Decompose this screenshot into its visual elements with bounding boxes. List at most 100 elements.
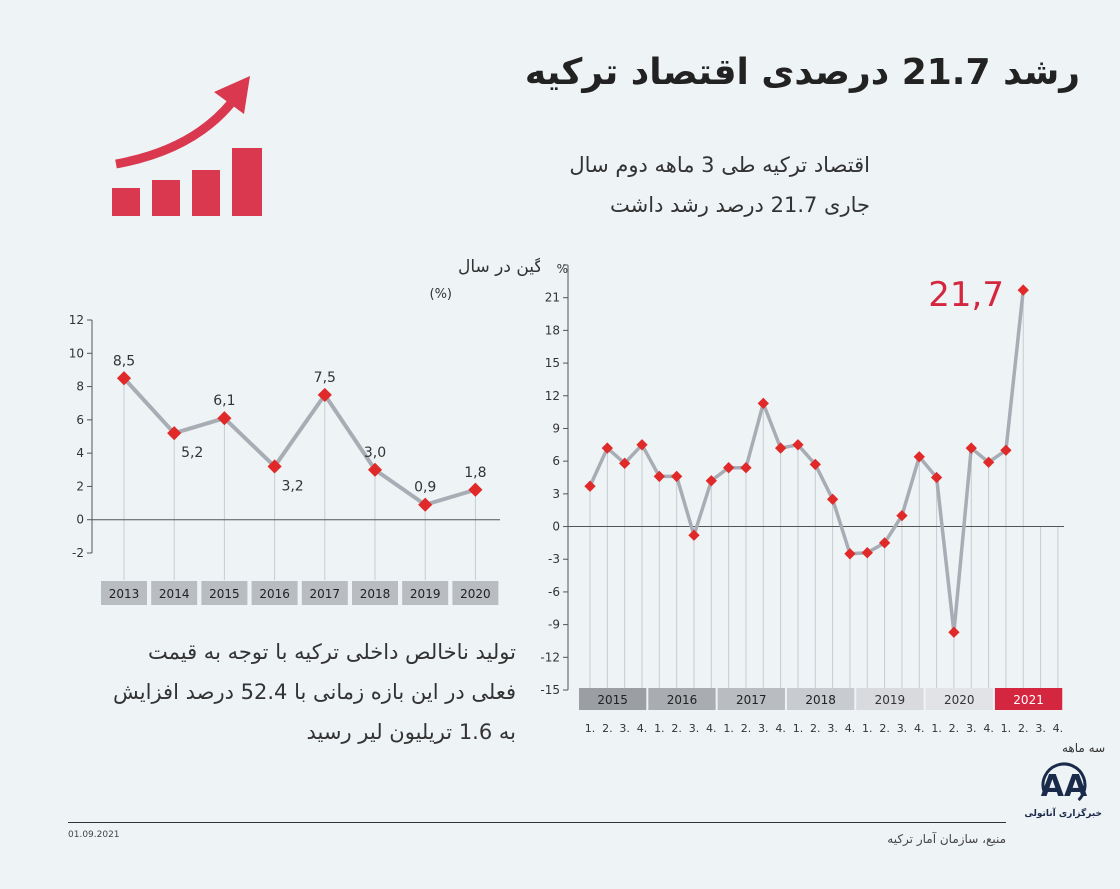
quarterly-data-point [619,457,631,469]
annual-y-tick-label: 6 [76,413,84,427]
quarter-tick-label: 1. [931,722,942,735]
annual-y-tick-label: 10 [69,346,84,360]
quarter-tick-label: 3. [827,722,838,735]
quarterly-year-box [717,688,785,710]
annual-data-point [267,459,282,474]
quarterly-year-label: 2015 [597,693,628,707]
quarterly-data-point [584,480,596,492]
annual-category-label: 2020 [460,587,491,601]
quarterly-y-tick-label: 21 [545,291,560,305]
quarterly-data-point [1017,284,1029,296]
quarterly-data-point [688,529,700,541]
annual-category-label: 2018 [360,587,391,601]
quarterly-year-label: 2019 [875,693,906,707]
quarter-tick-label: 2. [602,722,613,735]
quarter-tick-label: 2. [879,722,890,735]
quarter-tick-label: 4. [637,722,648,735]
annual-data-point [317,387,332,402]
quarter-tick-label: 3. [966,722,977,735]
quarterly-year-label: 2016 [667,693,698,707]
quarterly-data-point [670,470,683,483]
annual-data-label: 6,1 [213,393,235,409]
quarterly-series-line [588,289,1025,634]
annual-data-label: 1,8 [464,465,486,481]
quarterly-data-point [653,470,665,483]
quarterly-data-point [636,439,648,451]
quarter-tick-label: 1. [1001,722,1012,735]
annual-category-label: 2014 [159,587,190,601]
quarterly-data-point [948,626,960,638]
quarter-tick-label: 3. [897,722,908,735]
publish-date: 01.09.2021 [68,830,120,840]
quarterly-data-point [878,537,891,549]
quarterly-data-point [740,462,752,474]
annual-category-box [201,581,248,605]
quarter-tick-label: 4. [706,722,717,735]
page-title: رشد 21.7 درصدی اقتصاد ترکیه [524,52,1080,93]
quarterly-data-point [982,456,995,468]
quarter-tick-label: 2. [949,722,960,735]
annual-category-box [402,581,449,605]
quarterly-y-tick-label: -9 [548,618,560,632]
annual-data-label: 3,2 [281,478,303,494]
description-line-1: تولید ناخالص داخلی ترکیه با توجه به قیمت [148,640,516,664]
annual-category-label: 2019 [410,587,441,601]
quarterly-data-point [844,548,856,560]
annual-data-label: 7,5 [314,370,336,386]
quarter-tick-label: 2. [671,722,682,735]
quarter-tick-label: 1. [723,722,734,735]
annual-data-label: 3,0 [364,445,386,461]
subtitle-line-1: اقتصاد ترکیه طی 3 ماهه دوم سال [569,153,870,177]
annual-y-tick-label: 8 [76,380,84,394]
annual-category-box [452,581,499,605]
agency-name: خبرگزاری آناتولی [1024,809,1102,819]
quarter-tick-label: 4. [983,722,994,735]
quarterly-y-tick-label: -15 [540,683,560,697]
annual-category-label: 2015 [209,587,240,601]
quarter-tick-label: 4. [914,722,925,735]
quarterly-year-label: 2017 [736,693,767,707]
data-source: منبع، سازمان آمار ترکیه [887,832,1006,846]
annual-data-point [167,426,182,441]
highlight-value-label: 21,7 [928,275,1004,315]
annual-data-point [217,411,232,426]
annual-category-label: 2017 [310,587,341,601]
quarter-tick-label: 4. [1053,722,1064,735]
annual-y-tick-label: 0 [76,513,84,527]
quarterly-data-point [705,475,717,487]
quarter-tick-label: 4. [775,722,786,735]
quarter-tick-label: 1. [654,722,665,735]
quarter-tick-label: 2. [741,722,752,735]
annual-y-tick-label: -2 [72,546,84,560]
quarterly-y-tick-label: 9 [552,421,560,435]
quarter-tick-label: 4. [845,722,856,735]
quarterly-y-tick-label: 18 [545,323,560,337]
quarterly-data-point [826,493,839,505]
annual-y-tick-label: 12 [69,313,84,327]
annual-category-box [101,581,147,605]
quarterly-data-point [930,471,943,484]
gdp-description: تولید ناخالص داخلی ترکیه با توجه به قیمت… [96,632,516,752]
quarterly-year-box [925,688,993,710]
quarterly-y-tick-label: 0 [552,520,560,534]
annual-category-box [151,581,198,605]
quarterly-year-label: 2021 [1013,693,1044,707]
quarter-tick-label: 1. [793,722,804,735]
annual-chart-unit: (%) [430,287,453,302]
quarterly-year-box [648,688,716,710]
quarter-tick-label: 3. [619,722,630,735]
description-line-2: فعلی در این بازه زمانی با 52.4 درصد افزا… [113,680,516,704]
quarterly-year-box [579,688,647,710]
quarterly-y-tick-label: -12 [540,650,560,664]
annual-data-point [116,371,132,386]
quarter-tick-label: 1. [862,722,873,735]
annual-y-tick-label: 2 [76,479,84,493]
quarterly-y-tick-label: 15 [545,356,560,370]
description-line-3: به 1.6 تریلیون لیر رسید [306,720,516,744]
quarterly-data-point [774,442,787,454]
annual-growth-chart: میانگین در سال (%) 12 10 8 6 4 2 0 -2 8,5 5,2 6,1… [69,256,540,605]
quarterly-year-label: 2020 [944,693,975,707]
quarterly-data-point [792,439,804,451]
growth-bar-chart-arrow-icon [112,76,262,216]
annual-data-label: 5,2 [181,445,203,461]
